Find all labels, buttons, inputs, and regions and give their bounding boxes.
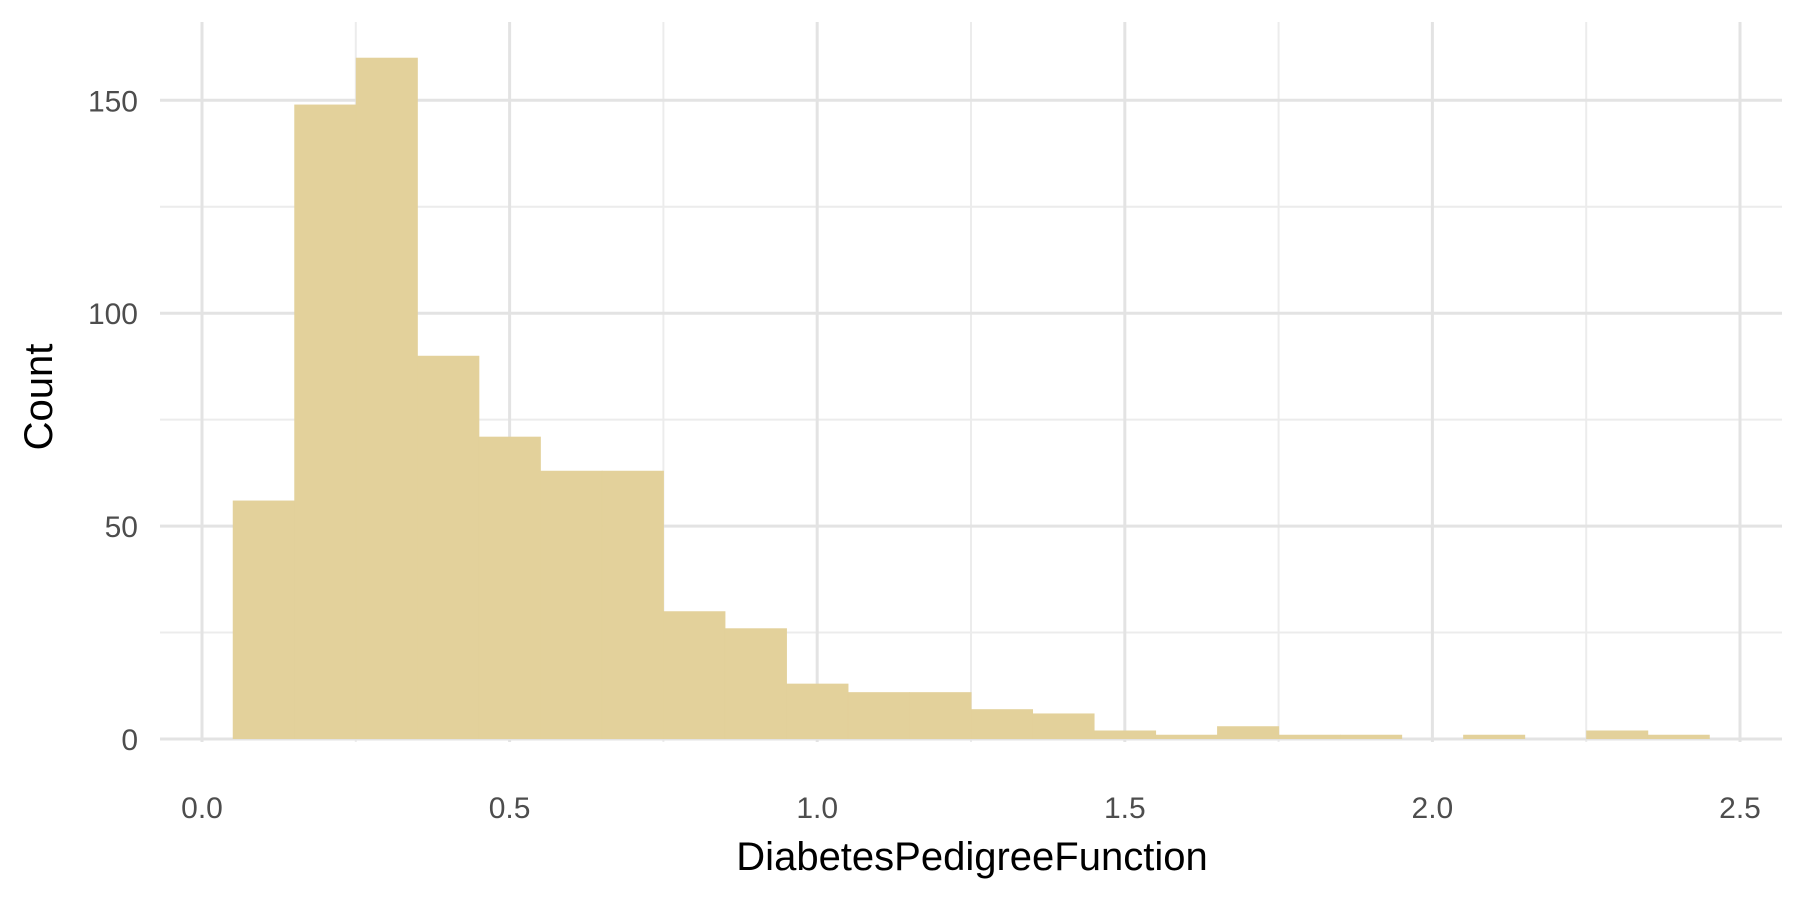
histogram-bar: [971, 709, 1034, 739]
x-tick-label: 2.5: [1719, 792, 1761, 825]
y-tick-label: 150: [88, 85, 138, 118]
x-tick-label: 0.0: [181, 792, 223, 825]
x-tick-label: 2.0: [1412, 792, 1454, 825]
histogram-bar: [417, 355, 480, 739]
y-tick-label: 100: [88, 298, 138, 331]
histogram-bar: [355, 57, 418, 740]
histogram-bar: [1094, 730, 1157, 739]
x-axis-title: DiabetesPedigreeFunction: [736, 835, 1207, 879]
y-tick-label: 50: [105, 511, 138, 544]
histogram-bar: [1586, 730, 1649, 739]
histogram-bar: [663, 611, 726, 739]
histogram-bar: [847, 692, 910, 739]
x-axis-tick-labels: 0.0 0.5 1.0 1.5 2.0 2.5: [181, 792, 1761, 825]
histogram-bar: [478, 436, 541, 739]
y-axis-tick-labels: 0 50 100 150: [88, 85, 138, 757]
histogram-bar: [1217, 726, 1280, 739]
histogram-bar: [786, 683, 849, 739]
histogram-bar: [601, 470, 664, 739]
x-tick-label: 1.0: [796, 792, 838, 825]
histogram-bar: [1278, 734, 1341, 739]
y-axis-title: Count: [17, 344, 61, 451]
histogram-bar: [1032, 713, 1095, 739]
histogram-bar: [1463, 734, 1526, 739]
x-tick-label: 0.5: [489, 792, 531, 825]
histogram-bar: [1340, 734, 1403, 739]
histogram-bar: [540, 470, 603, 739]
y-tick-label: 0: [121, 724, 138, 757]
histogram-bar: [232, 500, 295, 739]
histogram-bar: [1155, 734, 1218, 739]
x-tick-label: 1.5: [1104, 792, 1146, 825]
histogram-bar: [294, 104, 357, 740]
histogram-bar: [1647, 734, 1710, 739]
histogram-bar: [724, 628, 787, 739]
histogram-bar: [909, 692, 972, 739]
histogram-bars: [232, 57, 1710, 740]
